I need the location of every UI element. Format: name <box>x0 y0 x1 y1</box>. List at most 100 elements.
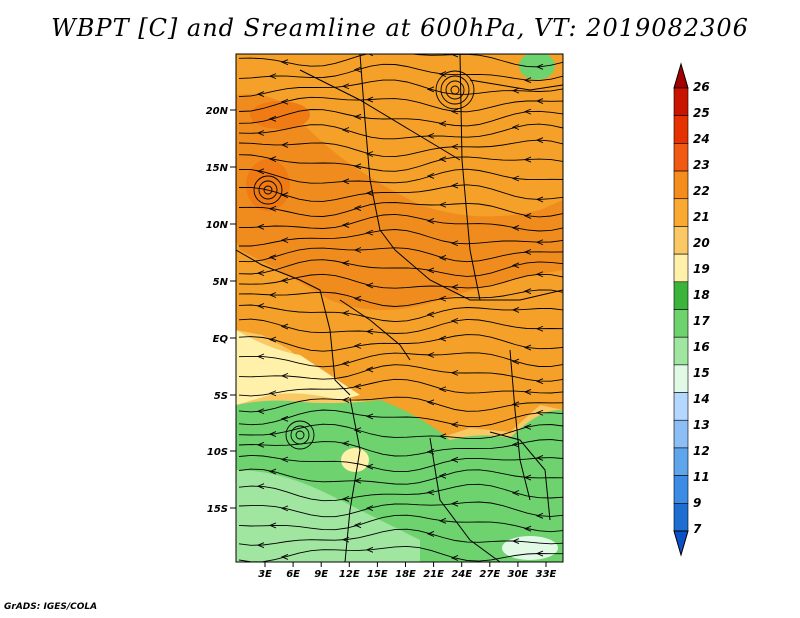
streamline-arrow <box>367 54 374 57</box>
streamline-arrow <box>353 163 362 170</box>
streamline-arrow <box>426 132 435 139</box>
streamline-arrow <box>426 86 435 93</box>
streamline-arrow <box>268 336 277 343</box>
lat-label: 10S <box>207 447 228 458</box>
streamline-arrow <box>280 98 289 105</box>
latitude-labels: 20N 15N 10N 5N EQ 5S 10S 15S <box>206 106 236 515</box>
streamline-arrow <box>280 554 289 560</box>
colorbar-label: 26 <box>693 80 710 94</box>
colorbar-label: 9 <box>693 496 701 510</box>
lat-label: EQ <box>213 334 229 345</box>
streamline-arrow <box>438 295 447 302</box>
streamline <box>238 483 563 502</box>
streamline-arrow <box>523 212 532 219</box>
circulation <box>450 85 460 95</box>
streamline-arrow <box>511 124 520 131</box>
streamline-arrow <box>268 390 277 397</box>
colorbar-segment <box>673 475 689 504</box>
streamline <box>238 468 563 485</box>
lon-label: 27E <box>479 569 500 580</box>
streamline <box>238 79 563 98</box>
streamline-arrow <box>535 325 544 332</box>
streamline-arrow <box>535 271 544 278</box>
streamline-arrow <box>280 141 289 148</box>
colorbar-segment <box>673 226 689 255</box>
streamline-arrow <box>523 423 532 430</box>
colorbar-segment <box>673 115 689 144</box>
streamline-arrow <box>280 59 289 66</box>
streamline-arrow <box>438 472 447 479</box>
streamline-arrow <box>341 83 350 90</box>
streamline-arrow <box>438 517 447 524</box>
colorbar-label: 24 <box>693 132 710 146</box>
map-plot-area <box>236 54 563 562</box>
lon-label: 15E <box>367 569 388 580</box>
streamline-arrow <box>256 168 265 175</box>
colorbar-label: 15 <box>693 366 710 380</box>
colorbar: 26 25 24 23 22 21 20 19 18 17 16 15 14 13 12 11 9 7 <box>673 62 710 557</box>
streamline-arrow <box>450 143 459 150</box>
streamline-arrow <box>511 358 520 365</box>
streamline-arrow <box>535 550 544 557</box>
colorbar-label: 17 <box>693 314 710 328</box>
streamline-arrow <box>280 192 289 198</box>
streamline-arrow <box>268 254 277 261</box>
streamline-arrow <box>353 383 362 390</box>
streamline-arrow <box>268 205 277 212</box>
streamline-arrow <box>256 408 265 415</box>
streamline <box>239 229 563 247</box>
grads-credit: GrADS: IGES/COLA <box>4 602 98 612</box>
streamline-arrow <box>511 225 520 231</box>
streamline-arrow <box>365 366 374 373</box>
streamline-arrow <box>535 378 544 385</box>
streamline-arrow <box>280 372 289 379</box>
streamline-arrow <box>511 306 520 313</box>
field-light-green-south <box>236 470 420 562</box>
streamline-arrow <box>511 175 520 182</box>
chart-title: WBPT [C] and Sreamline at 600hPa, VT: 20… <box>51 14 749 42</box>
circulation <box>435 70 475 110</box>
streamline-arrow <box>426 352 435 358</box>
circulation <box>258 180 278 200</box>
streamline <box>238 96 563 113</box>
streamline <box>238 318 563 334</box>
lat-label: 5S <box>214 391 228 402</box>
colorbar-label: 21 <box>693 210 710 224</box>
colorbar-segment <box>673 87 689 116</box>
streamline-arrow <box>353 295 362 302</box>
streamline-arrow <box>450 108 459 115</box>
streamline <box>238 352 563 368</box>
streamline-arrow <box>341 222 350 228</box>
streamline-arrow <box>450 500 459 507</box>
streamline-arrow <box>523 288 532 295</box>
colorbar-bottom-arrow <box>673 530 689 557</box>
streamline-arrow <box>426 530 435 537</box>
streamline-arrow <box>450 240 459 247</box>
streamline-arrow <box>426 399 435 406</box>
streamline-arrow <box>268 156 277 162</box>
colorbar-label: 22 <box>693 184 710 198</box>
streamline-arrow <box>450 317 459 324</box>
streamline-arrow <box>438 386 447 393</box>
lon-label: 12E <box>339 569 360 580</box>
streamline <box>238 334 563 352</box>
streamline-arrow <box>450 284 459 291</box>
streamline-arrow <box>523 525 532 532</box>
lon-label: 9E <box>314 569 328 580</box>
circulation <box>440 75 470 105</box>
lat-label: 20N <box>206 106 229 117</box>
streamline-arrow <box>353 113 362 120</box>
streamline-arrow <box>426 489 435 496</box>
circulation <box>295 430 305 440</box>
streamline <box>238 514 563 533</box>
colorbar-segment <box>673 503 689 532</box>
colorbar-label: 12 <box>693 444 710 458</box>
streamline-arrow <box>535 455 544 461</box>
circulation <box>285 420 315 450</box>
streamline <box>238 289 563 307</box>
streamline-arrow <box>511 87 520 94</box>
streamline-arrow <box>256 91 265 97</box>
colorbar-label: 19 <box>693 262 710 276</box>
streamline-arrow <box>438 433 447 440</box>
